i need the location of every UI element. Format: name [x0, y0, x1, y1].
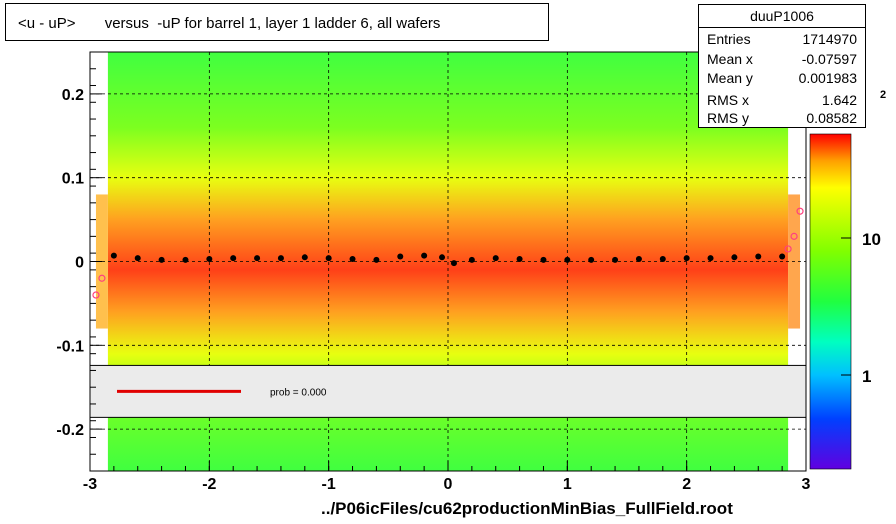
colorbar-tick-label: 1: [862, 367, 871, 386]
profile-point: [230, 255, 237, 262]
stats-key: Entries: [707, 31, 751, 47]
footer-filename: ../P06icFiles/cu62productionMinBias_Full…: [321, 499, 733, 518]
profile-point: [325, 255, 332, 262]
stats-row-rms-x: RMS x 1.642: [707, 90, 857, 110]
y-tick-label: 0.1: [62, 171, 84, 188]
profile-point: [540, 256, 547, 263]
profile-point: [206, 255, 213, 262]
axis-layer: -3 -2 -1 0 1 2 3 -0.2 -0.1 0 0.1 0.2: [56, 51, 811, 493]
profile-point: [439, 254, 446, 261]
stats-key: RMS x: [707, 92, 749, 108]
x-tick-label: 2: [682, 476, 691, 493]
profile-point: [492, 255, 499, 262]
profile-point: [755, 253, 762, 260]
profile-point: [158, 256, 165, 263]
stats-value: 0.08582: [806, 110, 857, 126]
stats-value: -0.07597: [801, 51, 857, 67]
title-box: <u - uP> versus -uP for barrel 1, layer …: [5, 3, 549, 41]
profile-point: [301, 254, 308, 261]
profile-point: [779, 253, 786, 260]
x-tick-label: -3: [83, 476, 97, 493]
colorbar-partial-label: 2: [880, 89, 886, 101]
profile-point: [612, 256, 619, 263]
profile-point: [588, 256, 595, 263]
x-tick-label: -1: [322, 476, 336, 493]
profile-point: [683, 255, 690, 262]
profile-point: [468, 256, 475, 263]
profile-point: [110, 252, 117, 259]
profile-point: [659, 255, 666, 262]
profile-point: [254, 255, 261, 262]
stats-key: Mean x: [707, 51, 753, 67]
stats-value: 0.001983: [798, 70, 857, 86]
profile-point: [707, 255, 714, 262]
stats-box: duuP1006 Entries 1714970 Mean x -0.07597 M…: [698, 4, 866, 128]
profile-point: [277, 255, 284, 262]
profile-point: [349, 255, 356, 262]
colorbar-layer: 1 10 2: [809, 89, 886, 470]
stats-row-entries: Entries 1714970: [707, 29, 857, 49]
stats-key: Mean y: [707, 70, 753, 86]
profile-point: [182, 256, 189, 263]
profile-point: [421, 252, 428, 259]
fit-point: [784, 245, 792, 253]
colorbar: [809, 133, 852, 470]
x-tick-label: -2: [202, 476, 216, 493]
stats-row-mean-y: Mean y 0.001983: [707, 68, 857, 88]
stats-row-rms-y: RMS y 0.08582: [707, 109, 857, 127]
legend-layer: prob = 0.000: [89, 364, 807, 418]
stats-value: 1714970: [802, 31, 857, 47]
y-tick-label: -0.1: [56, 338, 84, 355]
y-tick-label: -0.2: [56, 422, 84, 439]
y-tick-label: 0.2: [62, 87, 84, 104]
profile-point: [134, 255, 141, 262]
profile-point: [564, 256, 571, 263]
x-tick-label: 3: [802, 476, 811, 493]
fit-point: [796, 207, 804, 215]
profile-point: [516, 255, 523, 262]
x-tick-label: 0: [444, 476, 453, 493]
profile-point: [635, 255, 642, 262]
profile-point: [731, 254, 738, 261]
profile-point: [450, 260, 457, 267]
profile-point: [397, 253, 404, 260]
y-tick-label: 0: [75, 255, 84, 272]
stats-name: duuP1006: [699, 7, 865, 28]
colorbar-tick-label: 10: [862, 230, 881, 249]
fit-point: [92, 291, 100, 299]
stats-value: 1.642: [821, 92, 857, 108]
legend-label: prob = 0.000: [270, 387, 327, 398]
fit-point: [790, 232, 798, 240]
marks-layer: [92, 207, 804, 299]
fit-point: [98, 274, 106, 282]
x-tick-label: 1: [563, 476, 572, 493]
stats-row-mean-x: Mean x -0.07597: [707, 49, 857, 69]
profile-point: [373, 256, 380, 263]
stats-key: RMS y: [707, 110, 749, 126]
chart-title: <u - uP> versus -uP for barrel 1, layer …: [18, 15, 441, 32]
